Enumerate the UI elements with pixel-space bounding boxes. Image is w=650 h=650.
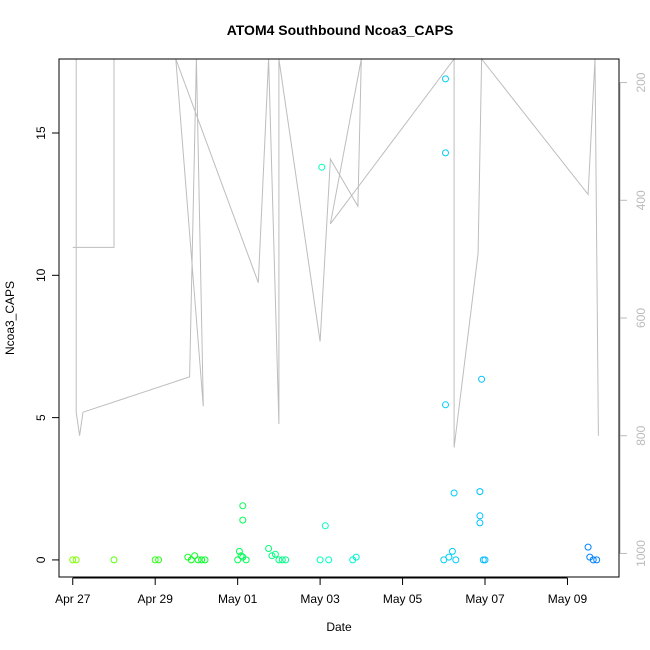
data-point xyxy=(239,502,247,510)
data-point xyxy=(72,556,80,564)
data-point xyxy=(151,556,159,564)
x-tick-label: May 03 xyxy=(300,592,340,606)
y2-tick-label: 800 xyxy=(634,425,648,445)
data-point xyxy=(271,550,279,558)
data-point xyxy=(110,556,118,564)
x-tick-label: Apr 27 xyxy=(55,592,91,606)
x-axis: Apr 27 Apr 29 May 01 May 03 May 05 May 07 May … xyxy=(55,577,588,606)
data-point xyxy=(198,556,206,564)
y-tick-label: 15 xyxy=(34,126,48,140)
data-point xyxy=(239,516,247,524)
data-point xyxy=(448,547,456,555)
data-point xyxy=(242,556,250,564)
plot-frame xyxy=(58,58,620,578)
data-point xyxy=(452,556,460,564)
data-point xyxy=(442,75,449,83)
data-point xyxy=(275,556,283,564)
y2-tick-label: 1000 xyxy=(634,540,648,567)
data-point xyxy=(352,553,360,561)
data-point xyxy=(201,556,209,564)
depth-trace-line xyxy=(72,57,599,448)
data-point xyxy=(316,556,324,564)
y-axis: 0 5 10 15 xyxy=(34,126,60,563)
data-point xyxy=(476,519,484,527)
depth-trace xyxy=(72,57,599,448)
y-tick-label: 5 xyxy=(34,414,48,421)
data-point xyxy=(155,556,163,564)
x-tick-label: May 05 xyxy=(383,592,423,606)
y2-axis: 200 400 600 800 1000 xyxy=(619,72,648,567)
data-point xyxy=(445,553,453,561)
data-point xyxy=(235,547,243,555)
data-point xyxy=(442,149,449,157)
chart-title: ATOM4 Southbound Ncoa3_CAPS xyxy=(227,22,454,38)
data-point xyxy=(237,552,245,560)
data-point xyxy=(442,401,449,409)
data-point xyxy=(234,556,242,564)
data-point xyxy=(450,489,458,497)
data-point xyxy=(194,556,202,564)
y-tick-label: 10 xyxy=(34,268,48,282)
data-point xyxy=(325,556,333,564)
data-point xyxy=(584,543,592,551)
x-axis-label: Date xyxy=(326,620,352,634)
data-point xyxy=(268,552,276,560)
x-tick-label: May 09 xyxy=(548,592,588,606)
data-point xyxy=(187,556,195,564)
data-point xyxy=(589,556,597,564)
data-point xyxy=(476,512,484,520)
data-point xyxy=(265,545,273,552)
x-tick-label: May 01 xyxy=(218,592,258,606)
data-point xyxy=(321,522,329,530)
x-tick-label: May 07 xyxy=(465,592,505,606)
data-point xyxy=(440,556,448,564)
y2-tick-label: 200 xyxy=(634,72,648,92)
data-point xyxy=(282,556,290,564)
data-point xyxy=(593,556,601,564)
data-point xyxy=(69,556,77,564)
x-tick-label: Apr 29 xyxy=(138,592,174,606)
data-point xyxy=(318,163,326,171)
y-tick-label: 0 xyxy=(34,556,48,563)
data-point xyxy=(478,375,486,383)
data-point xyxy=(191,552,199,560)
data-points xyxy=(69,75,601,564)
data-point xyxy=(481,556,489,564)
y2-tick-label: 400 xyxy=(634,190,648,210)
data-point xyxy=(476,488,484,496)
y-axis-label: Ncoa3_CAPS xyxy=(3,281,17,355)
data-point xyxy=(278,556,286,564)
y2-tick-label: 600 xyxy=(634,308,648,328)
